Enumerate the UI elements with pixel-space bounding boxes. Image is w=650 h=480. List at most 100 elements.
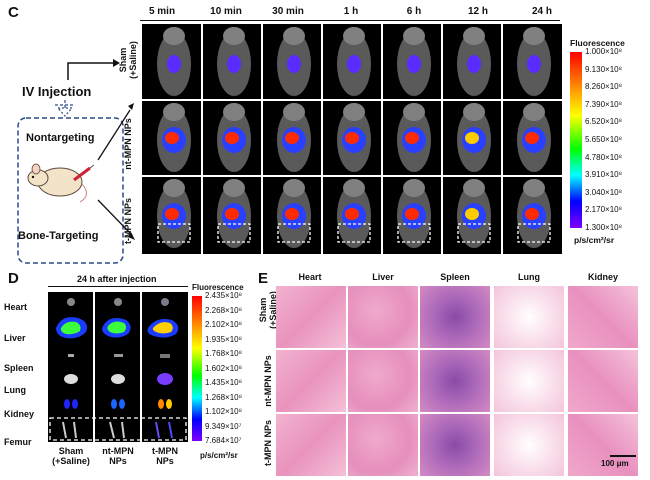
histology-image: [348, 350, 418, 412]
panel-d-header: 24 h after injection: [77, 274, 157, 284]
mouse-head: [403, 103, 425, 121]
fluorescence-signal: [167, 55, 181, 73]
mouse-head: [523, 27, 545, 45]
femur-region-box: [457, 223, 491, 243]
colorbar-c-tick-label: 3.910×10⁸: [585, 170, 622, 180]
tissue-label: Liver: [372, 272, 394, 282]
mouse-head: [283, 103, 305, 121]
histology-image: [276, 286, 346, 348]
mouse-head: [523, 103, 545, 121]
bone-targeting-label: Bone-Targeting: [18, 230, 99, 242]
scale-bar-line: [610, 455, 636, 457]
femur-region-box: [517, 223, 551, 243]
mouse-head: [523, 179, 545, 197]
histology-image: [420, 414, 490, 476]
tissue-label: Spleen: [440, 272, 470, 282]
fluorescence-signal: [347, 55, 361, 73]
mouse-head: [283, 179, 305, 197]
colorbar-c: [570, 52, 582, 228]
histology-image: [276, 414, 346, 476]
fluorescence-signal: [467, 55, 481, 73]
mouse-illustration: [27, 163, 94, 203]
histology-image: [568, 350, 638, 412]
tissue-label: Heart: [298, 272, 322, 282]
panel-d-letter: D: [8, 270, 19, 287]
mouse-head: [283, 27, 305, 45]
mouse-head: [163, 179, 185, 197]
fluorescence-signal: [407, 55, 421, 73]
organ-label: Kidney: [4, 409, 35, 419]
histology-image: [568, 286, 638, 348]
timepoint-label: 10 min: [210, 6, 242, 17]
organ-label: Heart: [4, 302, 28, 312]
colorbar-c-tick-label: 3.040×10⁸: [585, 187, 622, 197]
timepoint-label: 1 h: [343, 6, 359, 17]
panel-d-header-line: [48, 286, 188, 287]
organ-imaging-grid: [48, 292, 188, 442]
femur-region-box: [277, 223, 311, 243]
colorbar-d-tick-label: 1.268×10⁸: [205, 392, 242, 402]
he-row-label-nt-mpn: nt-MPN NPs: [263, 355, 273, 407]
timepoint-label: 24 h: [531, 6, 552, 17]
mouse-head: [163, 103, 185, 121]
colorbar-c-tick-label: 2.170×10⁸: [585, 205, 622, 215]
fluorescence-hotspot: [405, 132, 419, 144]
fluorescence-hotspot: [225, 132, 239, 144]
group-label-sham: Sham (+Saline): [52, 446, 90, 466]
fluorescence-hotspot: [465, 208, 479, 220]
colorbar-d-tick-label: 1.768×10⁸: [205, 349, 242, 358]
tissue-label: Lung: [518, 272, 540, 282]
mouse-head: [463, 27, 485, 45]
he-row-label-sham: Sham (+Saline): [258, 291, 278, 329]
mouse-head: [403, 27, 425, 45]
timepoint-label: 30 min: [272, 6, 304, 17]
mouse-head: [463, 179, 485, 197]
histology-image: [494, 350, 564, 412]
nontargeting-label: Nontargeting: [26, 132, 95, 144]
timepoint-label: 5 min: [148, 6, 176, 17]
colorbar-c-tick-label: 9.130×10⁸: [585, 64, 622, 74]
timepoint-label: 6 h: [406, 6, 422, 17]
histology-image: [494, 414, 564, 476]
group-label-nt-mpn: nt-MPN NPs: [102, 446, 134, 466]
organ-label: Spleen: [4, 363, 34, 373]
fluorescence-signal: [527, 55, 541, 73]
fluorescence-hotspot: [285, 208, 299, 220]
mouse-head: [223, 179, 245, 197]
colorbar-c-tick-label: 1.300×10⁸: [585, 223, 622, 232]
fluorescence-signal: [287, 55, 301, 73]
fluorescence-hotspot: [345, 132, 359, 144]
mouse-head: [343, 27, 365, 45]
fluorescence-hotspot: [165, 132, 179, 144]
colorbar-c-tick-label: 8.260×10⁸: [585, 82, 622, 92]
histology-image: [568, 414, 638, 476]
fluorescence-hotspot: [405, 208, 419, 220]
colorbar-d-tick-label: 2.268×10⁸: [205, 305, 242, 315]
histology-image: [276, 350, 346, 412]
colorbar-c-tick-label: 7.390×10⁸: [585, 99, 622, 109]
fluorescence-hotspot: [225, 208, 239, 220]
panel-e-letter: E: [258, 270, 269, 287]
fluorescence-hotspot: [345, 208, 359, 220]
colorbar-c-title: Fluorescence: [570, 38, 625, 48]
mouse-head: [223, 103, 245, 121]
fluorescence-hotspot: [525, 208, 539, 220]
fluorescence-hotspot: [465, 132, 479, 144]
injection-arrows: [17, 59, 135, 264]
imaging-grid-mice: [142, 24, 562, 254]
histology-image: [348, 286, 418, 348]
histology-image: [348, 414, 418, 476]
tissue-label: Kidney: [587, 272, 618, 282]
fluorescence-signal: [227, 55, 241, 73]
colorbar-c-tick-label: 5.650×10⁸: [585, 135, 622, 144]
femur-region-box: [217, 223, 251, 243]
colorbar-d-tick-label: 1.602×10⁸: [205, 363, 242, 373]
panel-c-letter: C: [8, 4, 19, 21]
colorbar-d-tick-label: 9.349×10⁷: [205, 421, 242, 431]
he-row-label-t-mpn: t-MPN NPs: [263, 420, 273, 467]
timepoint-label: 12 h: [467, 6, 488, 17]
femur-region-box: [157, 223, 191, 243]
colorbar-d-unit: p/s/cm²/sr: [200, 451, 238, 460]
organ-label: Femur: [4, 437, 32, 447]
colorbar-d-tick-label: 1.435×10⁸: [205, 378, 242, 387]
